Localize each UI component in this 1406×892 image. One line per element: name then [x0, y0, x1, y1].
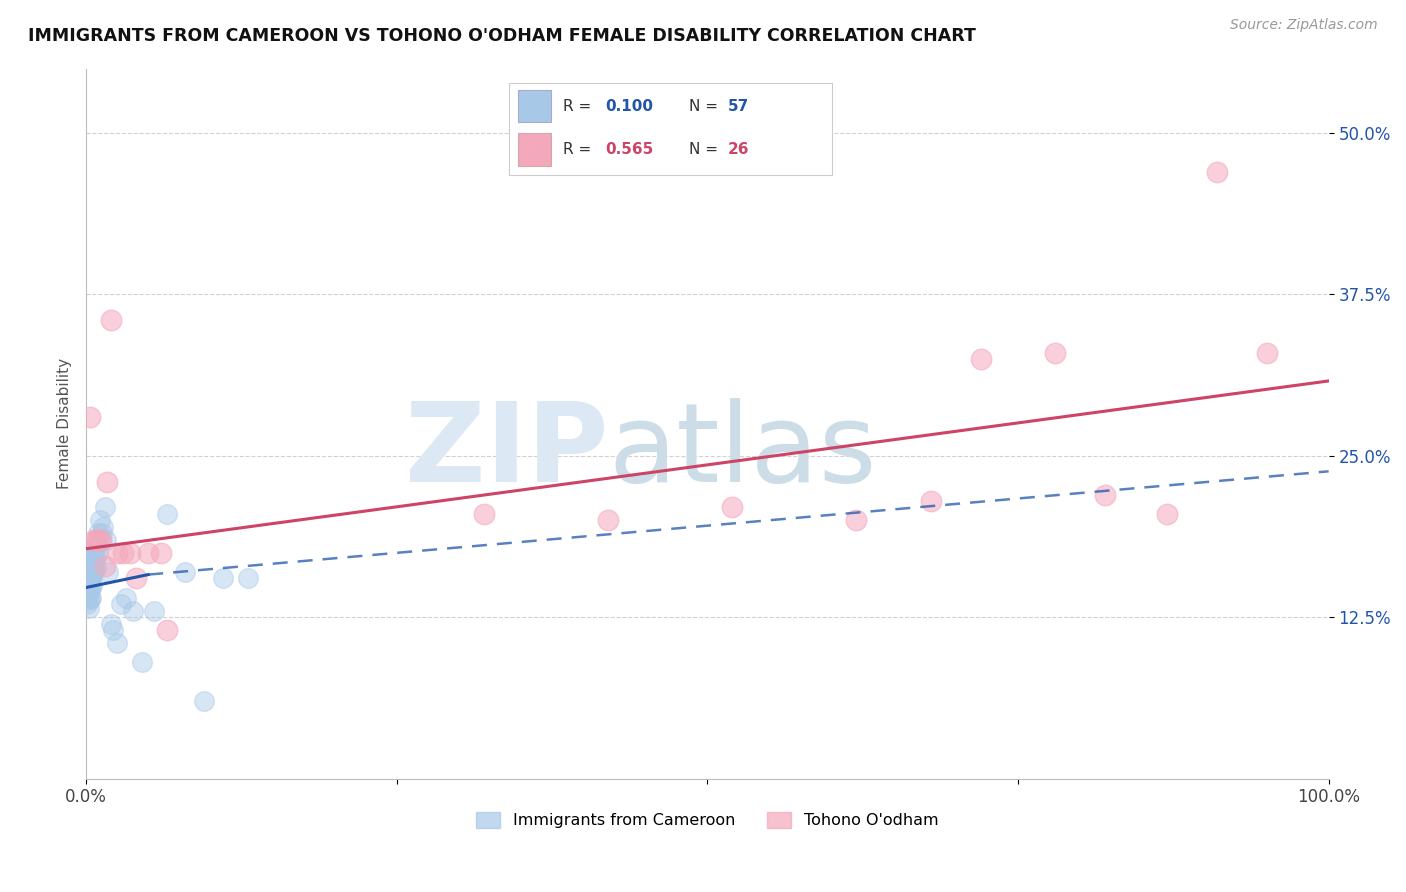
Point [96, 475, 118, 489]
Point [105, 636, 128, 650]
Text: atlas: atlas [607, 399, 876, 506]
Point [174, 565, 197, 579]
Point [82, 552, 104, 566]
Point [193, 694, 215, 708]
Point [82, 578, 104, 592]
Point [79, 565, 101, 579]
Point [82, 569, 104, 583]
Point [136, 546, 159, 560]
Point [76, 597, 98, 611]
Text: ZIP: ZIP [405, 399, 607, 506]
Point [76, 565, 98, 579]
Point [84, 561, 107, 575]
Point [77, 601, 100, 615]
Point [721, 500, 744, 515]
Point [83, 546, 105, 560]
Point [105, 546, 128, 560]
Point [83, 552, 105, 566]
Point [91, 526, 114, 541]
Point [131, 656, 153, 670]
Point [80, 555, 103, 569]
Point [1205, 165, 1227, 179]
Point [79, 591, 101, 605]
Point [79, 581, 101, 595]
Point [90, 533, 112, 547]
Point [149, 546, 172, 560]
Text: Source: ZipAtlas.com: Source: ZipAtlas.com [1230, 18, 1378, 32]
Point [76, 588, 98, 602]
Point [84, 539, 107, 553]
Point [1156, 507, 1178, 521]
Point [77, 562, 100, 576]
Point [80, 562, 103, 576]
Point [76, 581, 98, 595]
Point [90, 533, 112, 547]
Point [80, 591, 103, 605]
Point [84, 549, 107, 564]
Point [87, 546, 110, 560]
Point [596, 513, 619, 527]
Point [93, 558, 115, 573]
Point [97, 565, 120, 579]
Point [920, 494, 942, 508]
Point [1094, 487, 1116, 501]
Point [79, 572, 101, 586]
Point [89, 513, 111, 527]
Point [83, 565, 105, 579]
Point [112, 546, 135, 560]
Point [970, 351, 993, 366]
Point [1045, 345, 1067, 359]
Point [122, 604, 145, 618]
Point [110, 597, 132, 611]
Point [77, 584, 100, 599]
Point [77, 567, 100, 582]
Point [83, 541, 105, 556]
Point [86, 536, 108, 550]
Point [83, 562, 105, 576]
Point [82, 561, 104, 575]
Point [79, 410, 101, 425]
Point [84, 533, 107, 547]
Point [83, 555, 105, 569]
Point [143, 604, 166, 618]
Point [845, 513, 868, 527]
Point [114, 591, 136, 605]
Point [100, 313, 122, 327]
Point [93, 500, 115, 515]
Point [76, 572, 98, 586]
Point [472, 507, 495, 521]
Y-axis label: Female Disability: Female Disability [58, 358, 72, 489]
Point [156, 623, 179, 637]
Point [87, 533, 110, 547]
Point [77, 575, 100, 590]
Point [100, 616, 122, 631]
Point [125, 572, 148, 586]
Point [77, 593, 100, 607]
Point [93, 520, 115, 534]
Point [83, 533, 105, 547]
Point [1256, 345, 1278, 359]
Text: IMMIGRANTS FROM CAMEROON VS TOHONO O'ODHAM FEMALE DISABILITY CORRELATION CHART: IMMIGRANTS FROM CAMEROON VS TOHONO O'ODH… [28, 27, 976, 45]
Point [156, 507, 179, 521]
Point [80, 581, 103, 595]
Legend: Immigrants from Cameroon, Tohono O'odham: Immigrants from Cameroon, Tohono O'odham [470, 805, 945, 835]
Point [87, 526, 110, 541]
Point [103, 623, 125, 637]
Point [236, 572, 259, 586]
Point [211, 572, 233, 586]
Point [79, 558, 101, 573]
Point [80, 572, 103, 586]
Point [118, 546, 141, 560]
Point [94, 533, 117, 547]
